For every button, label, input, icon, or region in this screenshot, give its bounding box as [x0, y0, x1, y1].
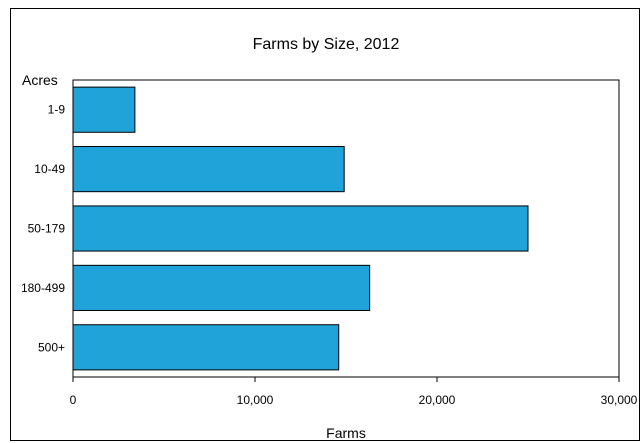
bar-1-9 — [72, 86, 136, 133]
bar-180-499 — [72, 264, 371, 311]
x-tick-label: 30,000 — [601, 393, 638, 407]
y-axis-label: Acres — [22, 72, 58, 88]
y-tick-label: 50-179 — [28, 222, 66, 236]
bar-50-179 — [72, 205, 529, 252]
y-tick-label: 500+ — [38, 340, 65, 354]
x-tick-label: 10,000 — [237, 393, 274, 407]
bars-group — [72, 86, 529, 371]
chart-title: Farms by Size, 2012 — [253, 36, 400, 53]
x-axis-label: Farms — [326, 425, 366, 441]
y-tick-label: 1-9 — [48, 103, 66, 117]
y-tick-labels: 1-9 10-49 50-179 180-499 500+ — [21, 103, 65, 355]
x-tick-label: 20,000 — [419, 393, 456, 407]
y-tick-label: 180-499 — [21, 281, 65, 295]
bar-10-49 — [72, 146, 345, 193]
x-tick-label: 0 — [70, 393, 77, 407]
bar-500+ — [72, 324, 340, 371]
y-tick-label: 10-49 — [34, 162, 65, 176]
x-ticks: 0 10,000 20,000 30,000 — [70, 377, 638, 407]
